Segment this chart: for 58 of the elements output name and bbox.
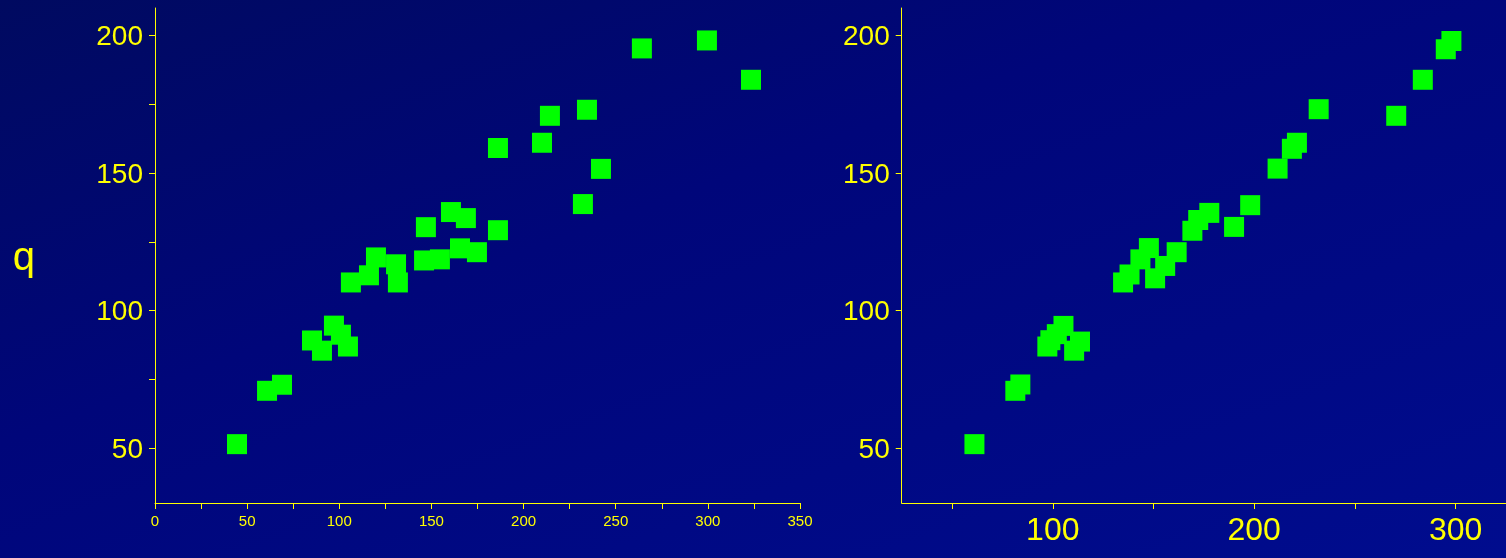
x-tick-label: 200 [1227,511,1281,547]
point [572,194,593,215]
y-tick-label: 100 [843,295,890,326]
point [415,217,436,238]
x-tick-label: 50 [238,512,256,529]
y-axis-title: q [12,233,35,278]
point [1286,132,1307,153]
point [532,132,552,153]
point [455,208,476,229]
point [387,272,408,293]
point [1412,69,1433,90]
point [227,434,248,455]
point [1166,242,1187,263]
point [429,249,450,270]
point [1199,202,1220,223]
x-tick-label: 150 [418,512,444,529]
point [740,69,761,90]
point [1308,99,1329,120]
point [337,336,358,357]
point [311,340,332,361]
point [358,265,379,286]
point [1267,158,1288,179]
y-tick-label: 200 [843,20,890,51]
point [1069,331,1090,352]
y-tick-label: 150 [96,157,143,189]
y-tick-label: 100 [96,295,143,326]
point [1224,216,1245,237]
x-tick-label: 300 [695,512,721,529]
point [386,254,407,275]
point [271,374,292,395]
y-tick-label: 50 [858,432,890,464]
point [1240,195,1261,216]
point [365,247,386,268]
point [466,242,487,263]
y-tick-label: 150 [843,157,890,189]
x-tick-label: 100 [326,512,352,529]
x-tick-label: 250 [603,512,629,529]
point [631,38,652,59]
x-tick-label: 200 [511,512,537,529]
point [1138,238,1159,259]
x-tick-label: 100 [1026,511,1080,547]
x-tick-label: 0 [150,512,160,529]
point [340,272,361,293]
x-tick-label: 300 [1428,511,1483,547]
x-tick-label: 350 [787,512,813,529]
y-tick-label: 200 [96,20,143,51]
point [1010,374,1031,395]
point [1441,31,1462,51]
point [487,137,508,158]
point [590,158,611,179]
point [1053,315,1074,336]
point [539,105,560,126]
point [964,434,985,455]
point [696,30,717,51]
point [1386,105,1407,126]
y-tick-label: 50 [111,432,143,464]
point [576,99,597,120]
point [487,220,508,241]
